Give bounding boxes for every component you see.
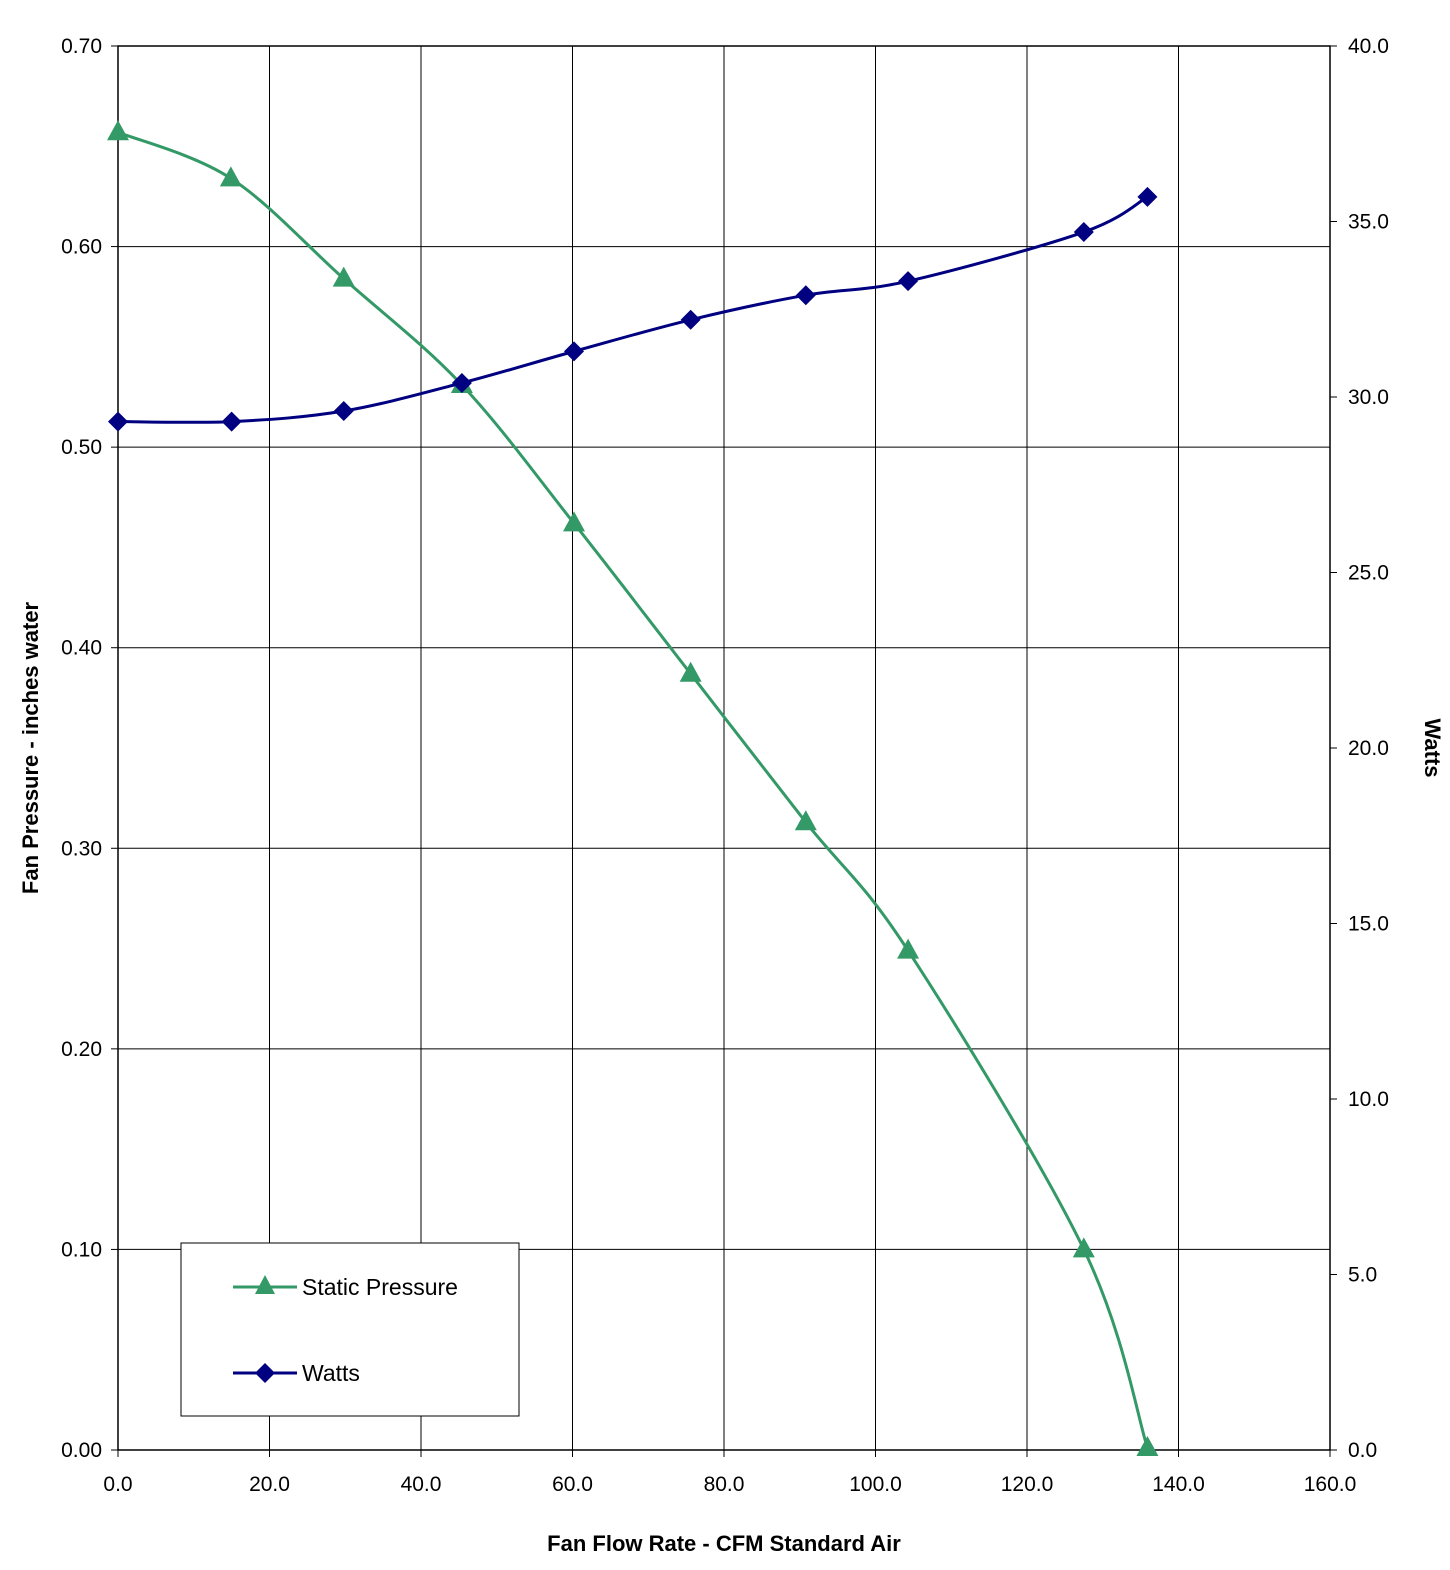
data-point-watts xyxy=(221,411,242,432)
data-point-static-pressure xyxy=(679,661,702,682)
series-line-watts xyxy=(117,195,1149,424)
data-point-watts xyxy=(108,411,128,432)
data-point-static-pressure xyxy=(219,166,242,187)
y-tick-label-left: 0.50 xyxy=(61,436,102,459)
y-tick-label-left: 0.20 xyxy=(61,1038,102,1061)
data-point-static-pressure xyxy=(107,120,129,141)
y-tick-label-right: 35.0 xyxy=(1348,211,1389,234)
x-axis-title: Fan Flow Rate - CFM Standard Air xyxy=(547,1531,901,1556)
y-tick-label-right: 10.0 xyxy=(1348,1088,1389,1111)
y-tick-label-right: 20.0 xyxy=(1348,737,1389,760)
x-tick-label: 20.0 xyxy=(249,1473,290,1496)
data-point-watts xyxy=(333,401,354,422)
data-point-watts xyxy=(1073,222,1094,243)
legend-marker-static-pressure xyxy=(255,1275,275,1294)
data-point-watts xyxy=(564,341,585,362)
data-point-static-pressure xyxy=(563,511,586,532)
legend-label-static-pressure: Static Pressure xyxy=(302,1274,458,1300)
x-tick-label: 120.0 xyxy=(1001,1473,1054,1496)
axis-ticks: 0.0 20.0 40.0 60.0 80.0 100.0 120.0 140.0 160.0 0… xyxy=(61,35,1389,1496)
y-tick-label-right: 0.0 xyxy=(1348,1439,1377,1462)
data-point-watts xyxy=(898,271,919,292)
data-point-watts xyxy=(1137,186,1158,207)
data-point-static-pressure xyxy=(332,266,355,287)
x-tick-label: 140.0 xyxy=(1152,1473,1205,1496)
y-tick-label-left: 0.10 xyxy=(61,1238,102,1261)
x-tick-label: 160.0 xyxy=(1304,1473,1357,1496)
y-tick-label-right: 40.0 xyxy=(1348,35,1389,58)
y-tick-label-right: 5.0 xyxy=(1348,1264,1377,1287)
legend-label-watts: Watts xyxy=(302,1360,360,1386)
legend: Static Pressure Watts xyxy=(180,1242,520,1417)
data-point-static-pressure xyxy=(1136,1435,1159,1456)
y-tick-label-right: 25.0 xyxy=(1348,562,1389,585)
y-tick-label-left: 0.30 xyxy=(61,837,102,860)
grid xyxy=(118,46,1330,1450)
x-tick-label: 0.0 xyxy=(103,1473,132,1496)
data-point-watts xyxy=(795,285,816,306)
y-tick-label-left: 0.70 xyxy=(61,35,102,58)
data-point-watts xyxy=(451,372,472,393)
data-point-static-pressure xyxy=(897,938,920,959)
y-tick-label-left: 0.40 xyxy=(61,637,102,660)
x-tick-label: 100.0 xyxy=(849,1473,902,1496)
legend-marker-watts xyxy=(255,1363,275,1383)
y-axis-title-right: Watts xyxy=(1420,718,1445,777)
x-tick-label: 60.0 xyxy=(552,1473,593,1496)
data-point-static-pressure xyxy=(1072,1237,1095,1258)
y-tick-label-left: 0.60 xyxy=(61,236,102,259)
series-line-static-pressure xyxy=(117,130,1149,1449)
x-tick-label: 40.0 xyxy=(401,1473,442,1496)
legend-box xyxy=(180,1242,520,1417)
y-tick-label-right: 30.0 xyxy=(1348,386,1389,409)
x-tick-label: 80.0 xyxy=(704,1473,745,1496)
data-point-watts xyxy=(680,309,701,330)
y-tick-label-left: 0.00 xyxy=(61,1439,102,1462)
series xyxy=(107,120,1159,1456)
data-point-static-pressure xyxy=(794,810,817,831)
y-axis-title-left: Fan Pressure - inches water xyxy=(18,601,43,894)
y-tick-label-right: 15.0 xyxy=(1348,913,1389,936)
